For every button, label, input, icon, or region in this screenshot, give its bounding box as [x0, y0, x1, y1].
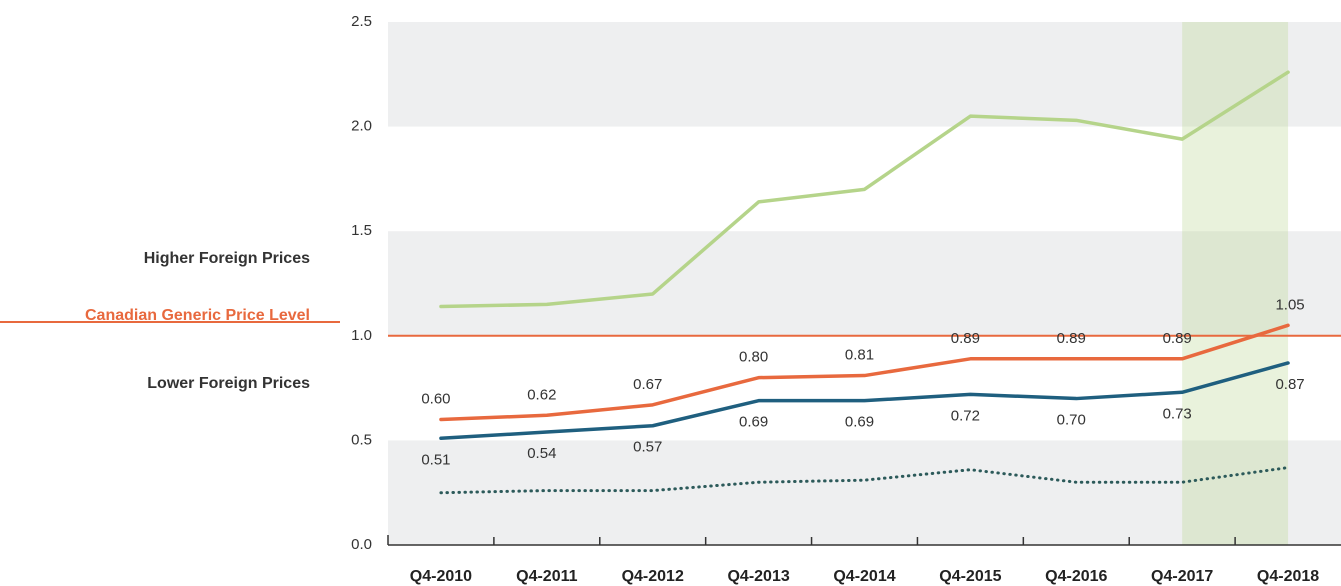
reference-label: Canadian Generic Price Level: [85, 307, 310, 324]
data-label: 0.69: [739, 414, 768, 431]
annotation-lower: Lower Foreign Prices: [147, 375, 310, 392]
data-label: 0.67: [633, 376, 662, 393]
series-line: [439, 361, 1290, 441]
data-label: 1.05: [1275, 296, 1304, 313]
x-tick-label: Q4-2015: [939, 568, 1001, 585]
data-label: 0.87: [1275, 376, 1304, 393]
annotation-higher: Higher Foreign Prices: [144, 250, 310, 267]
data-label: 0.80: [739, 349, 768, 366]
grid-band: [388, 440, 1341, 545]
x-tick-label: Q4-2017: [1151, 568, 1213, 585]
data-label: 0.69: [845, 414, 874, 431]
series-line: [439, 323, 1290, 422]
x-tick-label: Q4-2012: [622, 568, 684, 585]
data-label: 0.81: [845, 347, 874, 364]
highlight-band: [1182, 22, 1289, 545]
data-label: 0.62: [527, 386, 556, 403]
y-tick-label: 1.5: [351, 222, 372, 239]
data-label: 0.89: [1163, 330, 1192, 347]
x-tick-label: Q4-2018: [1257, 568, 1319, 585]
data-label: 0.73: [1163, 405, 1192, 422]
y-tick-label: 2.0: [351, 118, 372, 135]
y-tick-label: 0.5: [351, 431, 372, 448]
data-label: 0.51: [421, 451, 450, 468]
grid-band: [388, 231, 1341, 336]
grid-band: [388, 22, 1341, 127]
x-tick-label: Q4-2013: [727, 568, 789, 585]
y-tick-label: 1.0: [351, 327, 372, 344]
y-tick-label: 2.5: [351, 13, 372, 30]
data-label: 0.89: [1057, 330, 1086, 347]
x-tick-label: Q4-2011: [516, 568, 577, 585]
x-tick-label: Q4-2014: [833, 568, 895, 585]
x-tick-label: Q4-2016: [1045, 568, 1107, 585]
data-label: 0.72: [951, 407, 980, 424]
series-line: [439, 466, 1290, 495]
data-label: 0.89: [951, 330, 980, 347]
data-label: 0.60: [421, 390, 450, 407]
y-tick-label: 0.0: [351, 536, 372, 553]
data-label: 0.54: [527, 445, 556, 462]
series-line: [439, 70, 1290, 309]
x-tick-label: Q4-2010: [410, 568, 472, 585]
data-label: 0.70: [1057, 412, 1086, 429]
data-label: 0.57: [633, 439, 662, 456]
